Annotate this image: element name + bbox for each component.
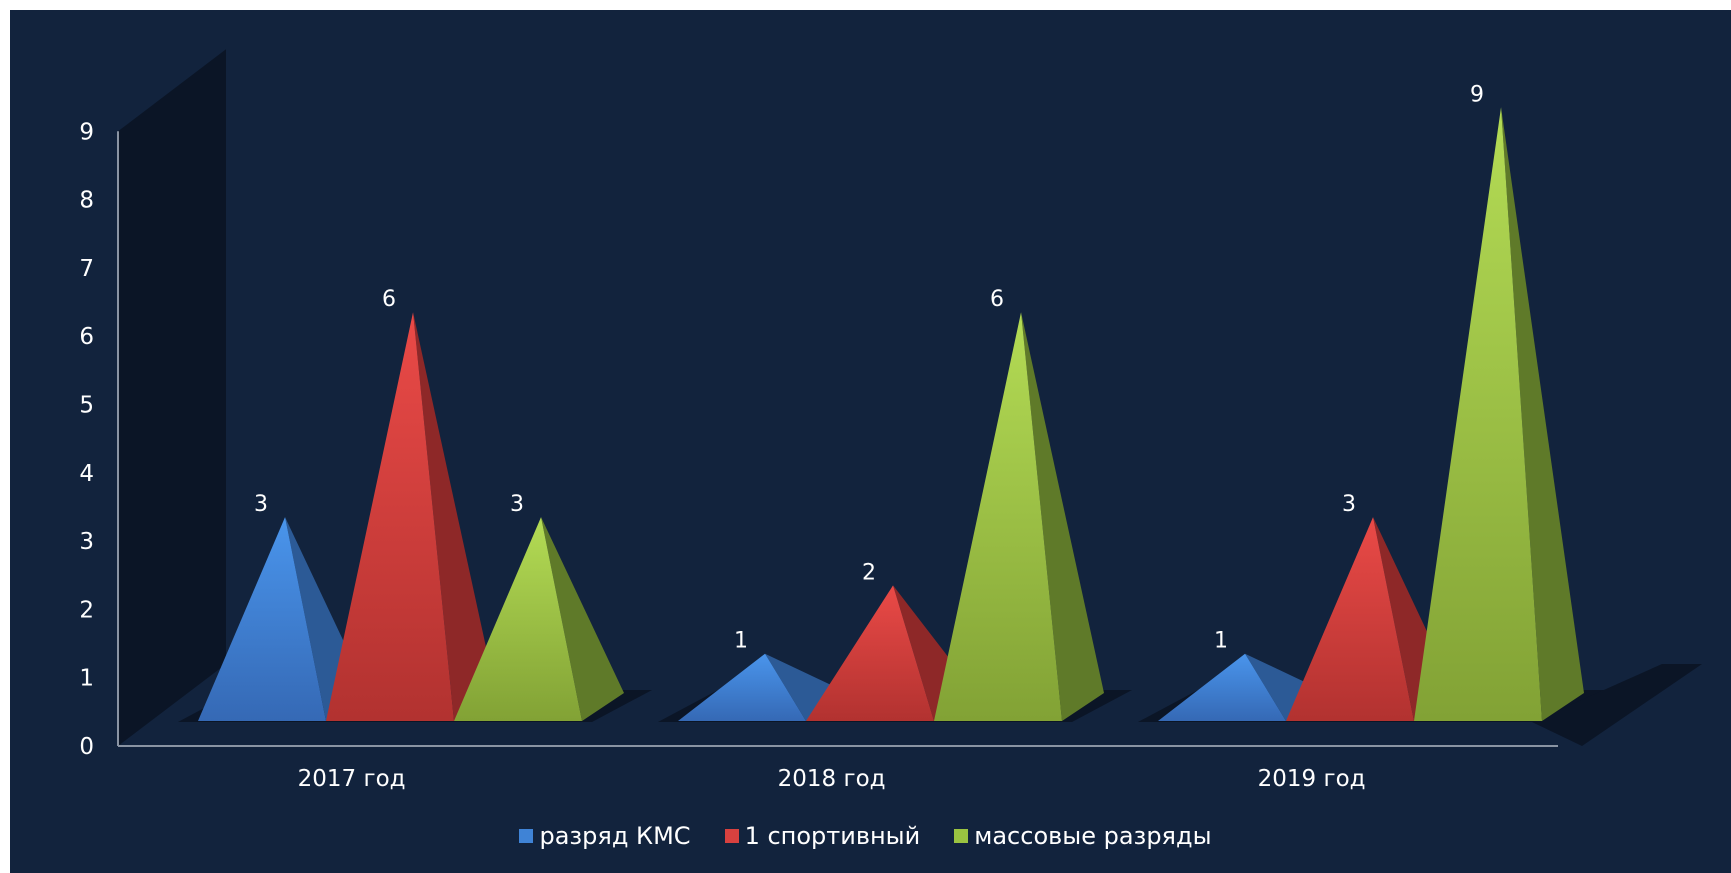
chart-area: [10, 10, 1731, 873]
legend-label: 1 спортивный: [744, 822, 921, 850]
pyramids: [198, 107, 1584, 722]
back-wall: [118, 49, 226, 747]
pyramid-front: [1158, 653, 1286, 721]
legend-item: 1 спортивный: [724, 822, 921, 850]
data-label: 6: [990, 287, 1004, 312]
y-tick-label: 6: [79, 324, 94, 350]
pyramid-side: [1501, 107, 1584, 722]
data-label: 6: [382, 287, 396, 312]
data-label: 1: [734, 629, 748, 654]
y-tick-label: 7: [79, 256, 94, 282]
axes: 0 1 2 3 4 5 6 7 8 9 2017 год 2018 год 2019 год: [79, 119, 1558, 792]
floor-edge: [1532, 664, 1702, 746]
y-tick-label: 9: [79, 119, 94, 145]
y-tick-label: 2: [79, 597, 94, 623]
data-label: 9: [1470, 82, 1484, 107]
x-category-label: 2018 год: [778, 766, 886, 792]
y-tick-label: 8: [79, 188, 94, 214]
legend-item: разряд КМС: [519, 822, 691, 850]
data-label: 3: [510, 492, 524, 517]
data-labels: 3 6 3 1 2 6 1 3 9: [254, 82, 1484, 653]
legend-label: разряд КМС: [539, 822, 691, 850]
legend: разряд КМС 1 спортивный массовые разряды: [0, 822, 1731, 850]
pyramid-front: [454, 517, 582, 721]
pyramid-front: [1286, 517, 1414, 721]
data-label: 3: [1342, 492, 1356, 517]
pyramid-front: [934, 312, 1062, 721]
legend-label: массовые разряды: [974, 822, 1212, 850]
y-tick-label: 0: [79, 734, 94, 760]
pyramid-front: [806, 585, 934, 721]
y-tick-label: 4: [79, 461, 94, 487]
pyramid-front: [678, 653, 806, 721]
back-wall-panel: [118, 49, 226, 747]
data-label: 1: [1214, 629, 1228, 654]
pyramid-side: [413, 312, 496, 721]
legend-swatch: [519, 829, 534, 843]
pyramid-front: [198, 517, 326, 721]
legend-swatch: [724, 829, 739, 843]
pyramid-front: [1414, 107, 1542, 722]
y-tick-label: 5: [79, 393, 94, 419]
data-label: 2: [862, 560, 876, 585]
x-category-label: 2017 год: [298, 766, 406, 792]
y-tick-label: 3: [79, 529, 94, 555]
pyramid-front: [326, 312, 454, 721]
x-category-label: 2019 год: [1258, 766, 1366, 792]
y-tick-label: 1: [79, 666, 94, 692]
legend-item: массовые разряды: [954, 822, 1212, 850]
pyramid-side: [1021, 312, 1104, 721]
legend-swatch: [954, 829, 969, 843]
data-label: 3: [254, 492, 268, 517]
pyramid-side: [541, 517, 624, 721]
